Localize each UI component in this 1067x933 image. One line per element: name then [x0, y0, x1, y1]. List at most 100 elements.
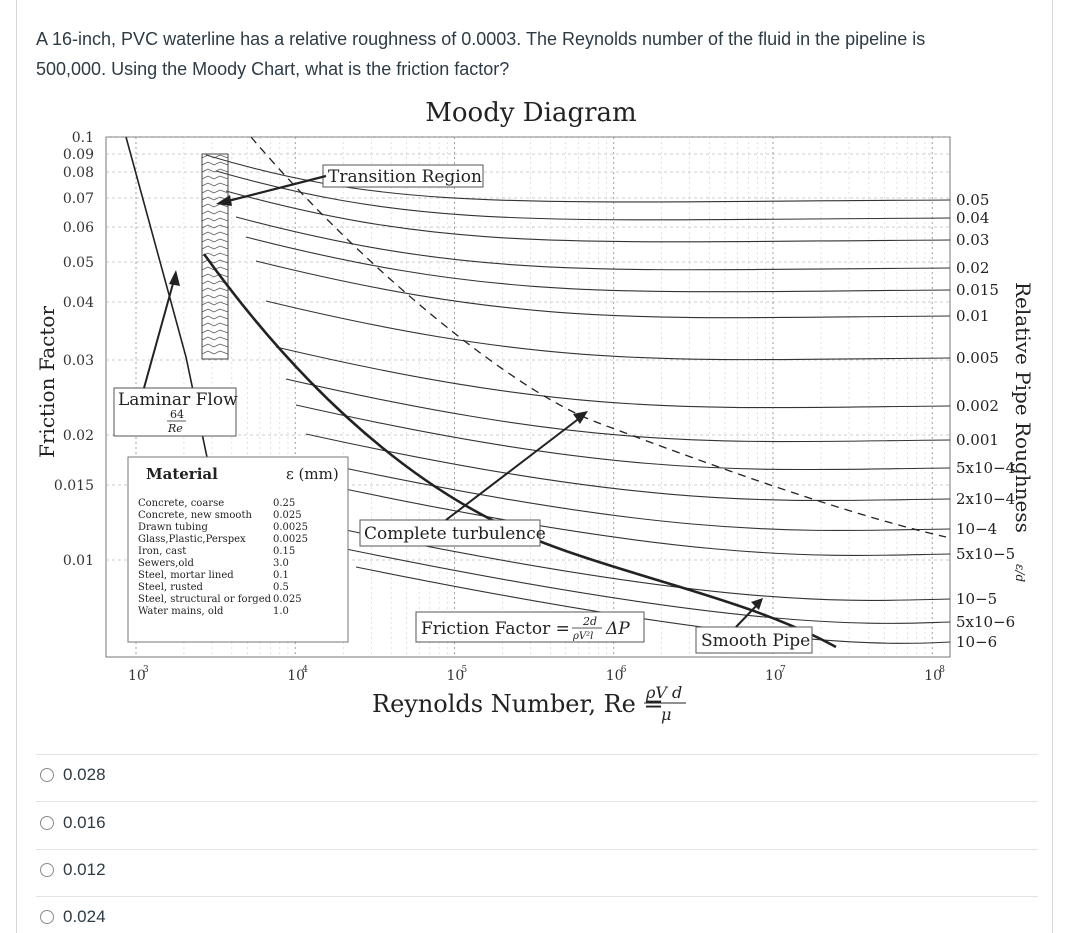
material-roughness: 0.0025	[273, 534, 308, 545]
transition-arrowhead	[216, 195, 232, 206]
material-table-rows: Concrete, coarse 0.25 Concrete, new smooth…	[138, 498, 308, 617]
roughness-curves	[205, 154, 951, 644]
roughness-curve	[295, 404, 951, 471]
hatch-mark	[201, 217, 229, 222]
y-tick-label: 0.02	[63, 428, 94, 444]
roughness-curve	[265, 300, 951, 361]
x-tick-label: 10	[446, 668, 464, 684]
moody-diagram-figure: Moody Diagram Friction Factor 0.1 0.09 0.0…	[35, 92, 1041, 737]
y-axis-label: Friction Factor	[36, 306, 59, 458]
question-line-1: A 16-inch, PVC waterline has a relative …	[36, 29, 926, 49]
hatch-mark	[201, 343, 229, 348]
x-tick-label: 10	[128, 668, 146, 684]
friction-factor-rhs: ΔP	[605, 619, 630, 639]
friction-factor-box	[415, 611, 645, 643]
roughness-curve	[255, 260, 951, 319]
question-frame	[16, 0, 1053, 933]
answer-option-label: 0.028	[63, 765, 106, 784]
laminar-flow-label: Laminar Flow	[118, 390, 238, 410]
material-roughness: 0.025	[273, 510, 302, 521]
divider	[36, 754, 1038, 755]
x-tick-exponent: 7	[780, 665, 786, 675]
roughness-label: 10−4	[956, 520, 997, 538]
x-tick-exponent: 4	[302, 665, 308, 675]
hatch-mark	[201, 329, 229, 334]
y-tick-label: 0.06	[63, 220, 94, 236]
material-name: Concrete, new smooth	[138, 510, 252, 521]
x-tick-labels: 103 104 105 106 107 108	[128, 665, 945, 684]
radio-button[interactable]	[40, 910, 54, 924]
y-tick-label: 0.04	[63, 295, 94, 311]
x-axis-label: Reynolds Number, Re =	[372, 690, 664, 718]
material-name: Water mains, old	[138, 606, 224, 617]
roughness-curve	[245, 236, 951, 293]
answer-option-2[interactable]: 0.016	[40, 809, 106, 837]
hatch-mark	[201, 189, 229, 194]
roughness-label: 10−6	[956, 633, 997, 651]
roughness-curve	[285, 378, 951, 443]
answer-option-1[interactable]: 0.028	[40, 761, 106, 789]
figure-title: Moody Diagram	[425, 98, 636, 128]
answer-option-4[interactable]: 0.024	[40, 903, 106, 931]
material-roughness: 0.025	[273, 594, 302, 605]
material-name: Iron, cast	[138, 546, 186, 557]
roughness-label: 0.03	[956, 231, 989, 249]
roughness-label: 0.005	[956, 349, 999, 367]
roughness-curve	[305, 433, 951, 502]
roughness-curve	[235, 216, 951, 271]
material-name: Glass,Plastic,Perspex	[138, 534, 246, 545]
hatch-mark	[201, 350, 229, 355]
y-tick-label: 0.03	[63, 353, 94, 369]
roughness-label: 0.01	[956, 307, 989, 325]
roughness-curve	[335, 527, 951, 601]
smooth-pipe-box	[695, 626, 813, 654]
material-roughness: 1.0	[273, 606, 289, 617]
radio-button[interactable]	[40, 816, 54, 830]
x-tick-exponent: 6	[621, 665, 627, 675]
hatch-mark	[201, 287, 229, 292]
material-roughness: 3.0	[273, 558, 289, 569]
radio-button[interactable]	[40, 768, 54, 782]
turbulence-arrow	[445, 416, 582, 521]
laminar-arrow	[143, 279, 175, 389]
roughness-curve	[225, 190, 951, 243]
friction-factor-den: ρV²l	[572, 631, 593, 642]
hatch-mark	[201, 252, 229, 257]
transition-region-label: Transition Region	[328, 167, 482, 187]
roughness-label: 0.05	[956, 191, 989, 209]
hatch-mark	[201, 168, 229, 173]
hatch-mark	[201, 182, 229, 187]
hatch-mark	[201, 336, 229, 341]
material-table-header-eps: ε (mm)	[286, 465, 339, 483]
x-tick-exponent: 3	[143, 665, 149, 675]
material-roughness: 0.5	[273, 582, 289, 593]
radio-button[interactable]	[40, 863, 54, 877]
roughness-label: 0.04	[956, 209, 989, 227]
y-tick-label: 0.01	[63, 553, 94, 569]
hatch-mark	[201, 231, 229, 236]
hatch-mark	[201, 301, 229, 306]
smooth-pipe-label: Smooth Pipe	[701, 631, 810, 651]
hatch-mark	[201, 294, 229, 299]
hatch-mark	[201, 203, 229, 208]
hatch-mark	[201, 224, 229, 229]
complete-turbulence-box	[359, 519, 541, 547]
question-text: A 16-inch, PVC waterline has a relative …	[36, 24, 1036, 84]
transition-zone-hatch	[201, 154, 229, 355]
friction-factor-num: 2d	[582, 615, 597, 628]
transition-arrow	[223, 174, 327, 204]
hatch-mark	[201, 280, 229, 285]
divider	[36, 849, 1038, 850]
material-name: Drawn tubing	[138, 522, 208, 533]
answer-option-3[interactable]: 0.012	[40, 856, 106, 884]
turbulence-boundary-dashed	[250, 136, 947, 538]
roughness-label: 0.015	[956, 281, 999, 299]
hatch-mark	[201, 196, 229, 201]
roughness-curve	[315, 461, 951, 532]
hatch-mark	[201, 175, 229, 180]
laminar-formula-num: 64	[170, 408, 184, 421]
x-tick-exponent: 5	[461, 665, 467, 675]
x-tick-label: 10	[606, 668, 624, 684]
roughness-curve	[205, 154, 951, 203]
smooth-pipe-arrow	[735, 603, 759, 628]
